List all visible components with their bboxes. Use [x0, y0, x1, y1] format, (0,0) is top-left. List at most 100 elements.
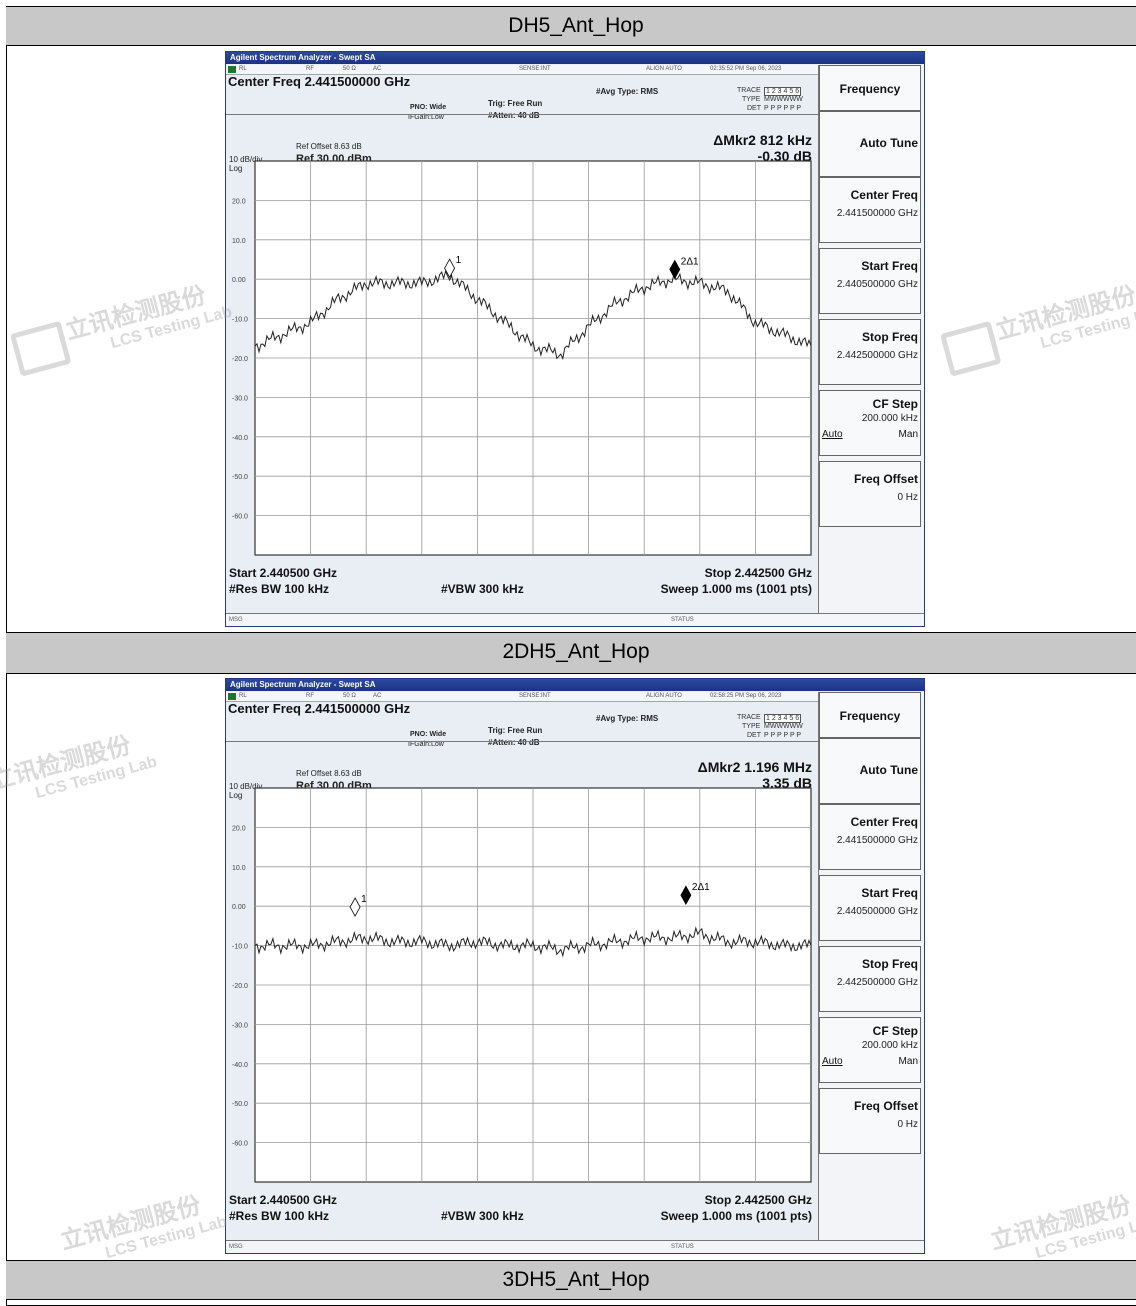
- marker-2-icon: [680, 885, 692, 906]
- rbw-readout: #Res BW 100 kHz: [229, 1209, 330, 1223]
- marker-1-icon: [444, 258, 456, 279]
- center-freq-button[interactable]: Center Freq 2.441500000 GHz: [819, 177, 921, 243]
- rbw-readout: #Res BW 100 kHz: [229, 582, 330, 596]
- status-bar: RL RF 50 Ω AC SENSE:INT ALIGN AUTO 02:35…: [226, 65, 818, 75]
- y-tick-label: -10.0: [232, 317, 248, 324]
- menu-title: Frequency: [819, 65, 921, 111]
- timestamp: 02:58:25 PM Sep 06, 2023: [710, 693, 782, 699]
- align-label: ALIGN AUTO: [646, 693, 682, 699]
- section-header: 3DH5_Ant_Hop: [6, 1260, 1136, 1300]
- spectrum-plot: 20.0 10.0 0.00 -10.0 -20.0 -30.0 -40.0 -50.0 -60…: [232, 787, 812, 1183]
- section-header: 2DH5_Ant_Hop: [6, 632, 1136, 674]
- stop-freq-button[interactable]: Stop Freq 2.442500000 GHz: [819, 319, 921, 385]
- delta-marker-freq: ΔMkr2 812 kHz: [713, 132, 812, 148]
- plot-header-divider: [226, 741, 818, 742]
- det-value: P P P P P P: [764, 732, 802, 739]
- msg-label: MSG: [229, 1244, 243, 1250]
- spectrum-plot: 20.0 10.0 0.00 -10.0 -20.0 -30.0 -40.0 -50.0 -60…: [232, 160, 812, 556]
- auto-tune-button[interactable]: Auto Tune: [819, 738, 921, 804]
- start-freq-readout: Start 2.440500 GHz: [229, 1193, 338, 1207]
- rl-label: RL: [239, 66, 247, 72]
- center-freq-readout: Center Freq 2.441500000 GHz: [228, 701, 411, 716]
- y-tick-label: -40.0: [232, 1062, 248, 1069]
- det-value: P P P P P P: [764, 105, 802, 112]
- rl-label: RL: [239, 693, 247, 699]
- y-tick-label: -50.0: [232, 1101, 248, 1108]
- y-tick-label: 20.0: [232, 825, 246, 832]
- spectrum-analyzer-window: Agilent Spectrum Analyzer - Swept SA RL …: [225, 678, 925, 1254]
- y-tick-label: 10.0: [232, 238, 246, 245]
- stop-freq-readout: Stop 2.442500 GHz: [704, 1193, 812, 1207]
- ref-offset: Ref Offset 8.63 dB: [296, 142, 362, 151]
- coupling-label: AC: [373, 66, 382, 72]
- y-tick-label: -60.0: [232, 514, 248, 521]
- status-bar: RL RF 50 Ω AC SENSE:INT ALIGN AUTO 02:58…: [226, 692, 818, 702]
- trig-label: Trig: Free Run: [488, 726, 543, 735]
- run-indicator: [228, 66, 236, 73]
- marker-label: 2Δ1: [681, 256, 699, 267]
- section-header: DH5_Ant_Hop: [6, 6, 1136, 46]
- msg-label: MSG: [229, 617, 243, 623]
- y-tick-label: -20.0: [232, 356, 248, 363]
- stop-freq-readout: Stop 2.442500 GHz: [704, 566, 812, 580]
- y-tick-label: -40.0: [232, 435, 248, 442]
- atten-label: #Atten: 40 dB: [488, 111, 540, 120]
- frequency-menu: Frequency Auto Tune Center Freq 2.4415000…: [818, 65, 924, 613]
- timestamp: 02:35:52 PM Sep 06, 2023: [710, 66, 782, 72]
- ref-offset: Ref Offset 8.63 dB: [296, 769, 362, 778]
- rf-label: RF: [306, 66, 314, 72]
- scale-label: 10 dB/div: [229, 155, 263, 164]
- sweep-readout: Sweep 1.000 ms (1001 pts): [660, 1209, 812, 1223]
- det-label: DET: [747, 732, 761, 739]
- avg-type-label: #Avg Type: RMS: [596, 714, 659, 723]
- marker-label: 1: [456, 255, 462, 266]
- delta-marker-freq: ΔMkr2 1.196 MHz: [697, 759, 812, 775]
- scale-label: 10 dB/div: [229, 782, 263, 791]
- start-freq-button[interactable]: Start Freq 2.440500000 GHz: [819, 875, 921, 941]
- type-value: MWWWWW: [764, 96, 803, 103]
- marker-1-icon: [349, 897, 361, 917]
- det-label: DET: [747, 105, 761, 112]
- ifgain-label: IFGain:Low: [408, 114, 444, 121]
- plot-header-divider: [226, 114, 818, 115]
- status-label: STATUS: [671, 1244, 694, 1250]
- log-label: Log: [229, 164, 243, 173]
- y-tick-label: -30.0: [232, 395, 248, 402]
- vbw-readout: #VBW 300 kHz: [441, 582, 524, 596]
- freq-offset-button[interactable]: Freq Offset 0 Hz: [819, 1088, 921, 1154]
- type-label: TYPE: [742, 96, 761, 103]
- y-tick-label: 0.00: [232, 277, 246, 284]
- y-tick-label: -50.0: [232, 474, 248, 481]
- trace-label: TRACE: [737, 714, 761, 721]
- spectrum-trace: [254, 269, 812, 361]
- impedance-label: 50 Ω: [343, 693, 356, 699]
- freq-offset-button[interactable]: Freq Offset 0 Hz: [819, 461, 921, 527]
- start-freq-button[interactable]: Start Freq 2.440500000 GHz: [819, 248, 921, 314]
- sweep-readout: Sweep 1.000 ms (1001 pts): [660, 582, 812, 596]
- type-label: TYPE: [742, 723, 761, 730]
- center-freq-button[interactable]: Center Freq 2.441500000 GHz: [819, 804, 921, 870]
- auto-tune-button[interactable]: Auto Tune: [819, 111, 921, 177]
- run-indicator: [228, 693, 236, 700]
- y-tick-label: 0.00: [232, 904, 246, 911]
- y-tick-label: -20.0: [232, 983, 248, 990]
- sense-label: SENSE:INT: [519, 66, 551, 72]
- marker-2-icon: [669, 259, 681, 280]
- menu-title: Frequency: [819, 692, 921, 738]
- delta-marker-level: 3.35 dB: [762, 775, 812, 791]
- cf-step-button[interactable]: CF Step 200.000 kHz Auto Man: [819, 1017, 921, 1083]
- stop-freq-button[interactable]: Stop Freq 2.442500000 GHz: [819, 946, 921, 1012]
- coupling-label: AC: [373, 693, 382, 699]
- trace-label: TRACE: [737, 87, 761, 94]
- rf-label: RF: [306, 693, 314, 699]
- start-freq-readout: Start 2.440500 GHz: [229, 566, 338, 580]
- cf-step-button[interactable]: CF Step 200.000 kHz Auto Man: [819, 390, 921, 456]
- spectrum-trace: [254, 926, 812, 958]
- delta-marker-level: -0.30 dB: [757, 148, 812, 164]
- trace-numbers: 1 2 3 4 5 6: [764, 87, 802, 96]
- trace-numbers: 1 2 3 4 5 6: [764, 714, 802, 723]
- marker-label: 1: [361, 894, 367, 905]
- vbw-readout: #VBW 300 kHz: [441, 1209, 524, 1223]
- y-tick-label: -60.0: [232, 1141, 248, 1148]
- pno-label: PNO: Wide: [410, 104, 447, 111]
